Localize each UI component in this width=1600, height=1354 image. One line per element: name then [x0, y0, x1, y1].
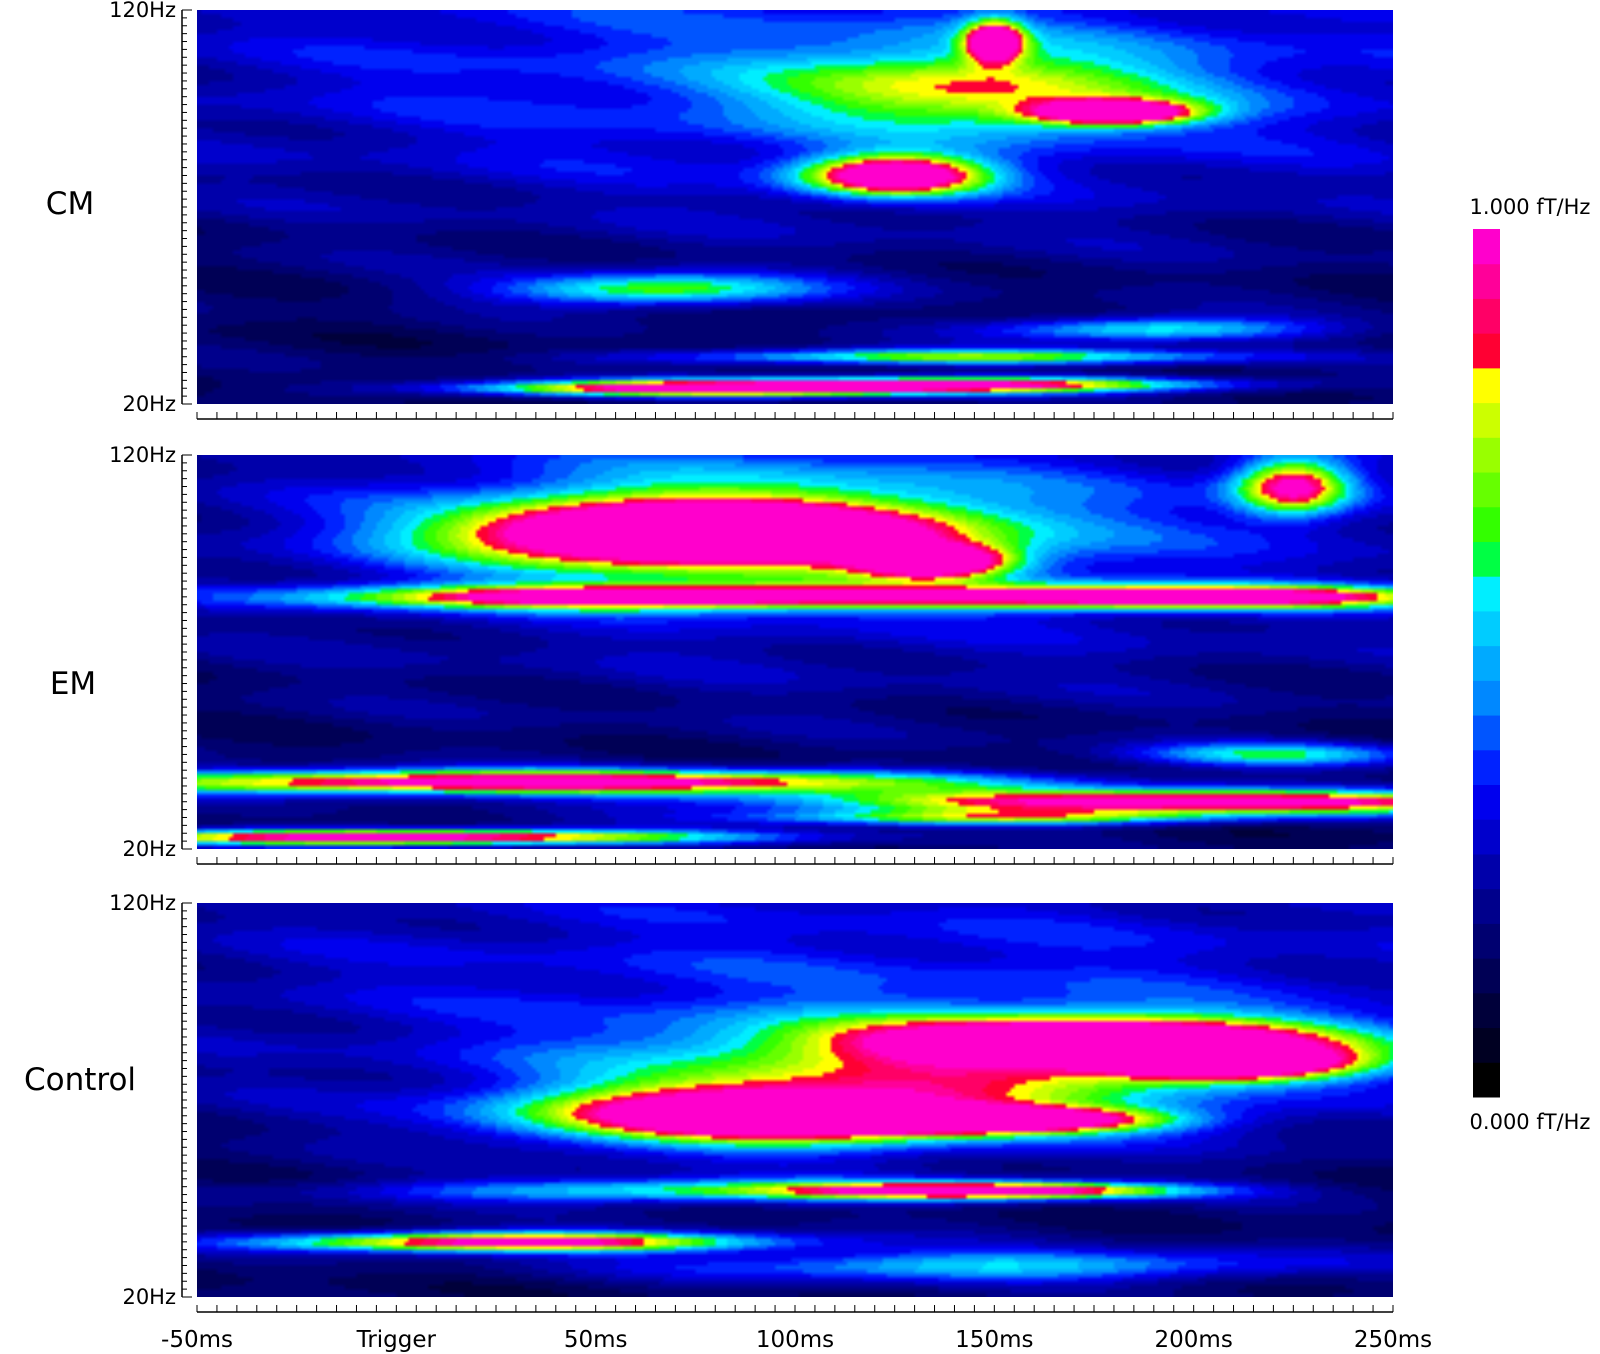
y-tick-label: 20Hz: [122, 837, 176, 861]
colorbar-step: [1473, 992, 1500, 1029]
colorbar: 1.000 fT/Hz 0.000 fT/Hz: [1470, 195, 1591, 1134]
panel-control: Control 120Hz 20Hz: [24, 891, 1394, 1313]
y-tick-label: 20Hz: [122, 1285, 176, 1309]
colorbar-step: [1473, 333, 1500, 369]
colorbar-step: [1473, 888, 1500, 924]
x-tick-label: -50ms: [161, 1327, 233, 1353]
colorbar-step: [1473, 645, 1500, 681]
colorbar-step: [1473, 680, 1500, 716]
colorbar-step: [1473, 298, 1500, 334]
y-tick-label: 120Hz: [109, 443, 176, 467]
colorbar-step: [1473, 367, 1500, 404]
colorbar-step: [1473, 610, 1500, 647]
x-tick-label: Trigger: [356, 1327, 437, 1353]
colorbar-step: [1473, 784, 1500, 820]
y-tick-label: 120Hz: [109, 0, 176, 22]
panels-group: CM 120Hz 20Hz EM 120Hz 20Hz Control 120Hz 20Hz: [24, 0, 1394, 1313]
colorbar-step: [1473, 402, 1500, 438]
colorbar-step: [1473, 1027, 1500, 1063]
x-tick-label: 250ms: [1354, 1327, 1432, 1353]
heatmap-image: [197, 10, 1393, 404]
heatmap-image: [197, 455, 1393, 849]
colorbar-step: [1473, 1062, 1500, 1098]
colorbar-step: [1473, 715, 1500, 751]
panel-label: Control: [24, 1062, 136, 1098]
colorbar-step: [1473, 576, 1500, 612]
colorbar-step: [1473, 506, 1500, 542]
colorbar-step: [1473, 923, 1500, 959]
colorbar-step: [1473, 263, 1500, 299]
x-tick-label: 100ms: [756, 1327, 834, 1353]
colorbar-step: [1473, 437, 1500, 473]
x-tick-label: 150ms: [955, 1327, 1033, 1353]
panel-cm: CM 120Hz 20Hz: [46, 0, 1394, 420]
x-tick-label: 50ms: [564, 1327, 628, 1353]
colorbar-step: [1473, 472, 1500, 508]
time-axis: -50ms Trigger 50ms 100ms 150ms 200ms 250ms: [161, 1327, 1432, 1353]
colorbar-step: [1473, 749, 1500, 786]
colorbar-step: [1473, 853, 1500, 890]
panel-em: EM 120Hz 20Hz: [50, 443, 1394, 865]
x-tick-label: 200ms: [1155, 1327, 1233, 1353]
colorbar-step: [1473, 541, 1500, 577]
colorbar-step: [1473, 958, 1500, 994]
y-tick-label: 120Hz: [109, 891, 176, 915]
heatmap-image: [197, 903, 1393, 1297]
panel-label: CM: [46, 186, 94, 222]
panel-label: EM: [50, 666, 96, 702]
colorbar-step: [1473, 819, 1500, 855]
colorbar-max-label: 1.000 fT/Hz: [1470, 195, 1591, 219]
colorbar-step: [1473, 229, 1500, 265]
colorbar-steps: [1473, 229, 1500, 1098]
colorbar-min-label: 0.000 fT/Hz: [1470, 1110, 1591, 1134]
y-tick-label: 20Hz: [122, 392, 176, 416]
